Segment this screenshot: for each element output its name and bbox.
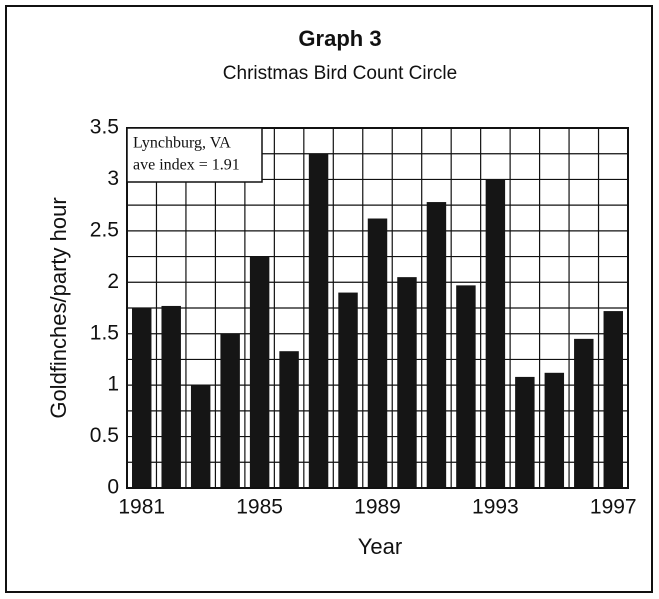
plot-border (126, 127, 629, 489)
bar (279, 351, 299, 488)
bar (161, 305, 181, 488)
y-tick-label: 0 (107, 476, 119, 499)
bar (338, 292, 358, 488)
bar (574, 338, 594, 488)
y-tick-label: 1 (107, 373, 119, 396)
bar (249, 256, 270, 488)
bar (544, 372, 565, 488)
y-tick-label: 2 (107, 270, 119, 293)
chart-title: Graph 3 (298, 26, 381, 51)
bar (397, 277, 417, 488)
bar (308, 153, 329, 488)
y-tick-label: 2.5 (90, 218, 119, 241)
y-tick-label: 1.5 (90, 321, 119, 344)
y-tick-label: 3 (107, 167, 119, 190)
x-tick-label: 1997 (590, 496, 637, 519)
x-tick-label: 1989 (354, 496, 401, 519)
bar (485, 179, 506, 488)
annotation-box (126, 127, 263, 183)
annotation: Lynchburg, VA (133, 135, 231, 152)
bar (515, 376, 535, 488)
x-axis-label: Year (358, 534, 402, 559)
bar (190, 385, 211, 488)
bar (426, 202, 447, 489)
frame (5, 5, 653, 593)
y-tick-label: 0.5 (90, 424, 119, 447)
bar (456, 285, 476, 488)
bar (220, 333, 240, 488)
y-tick-label: 3.5 (90, 116, 119, 139)
y-axis-label: Goldfinches/party hour (46, 197, 71, 418)
bar (603, 311, 623, 488)
x-tick-label: 1981 (118, 496, 165, 519)
bar (132, 308, 152, 488)
annotation: ave index = 1.91 (133, 157, 240, 174)
bar (367, 218, 388, 488)
chart-subtitle: Christmas Bird Count Circle (223, 63, 457, 84)
x-tick-label: 1985 (236, 496, 283, 519)
x-tick-label: 1993 (472, 496, 519, 519)
